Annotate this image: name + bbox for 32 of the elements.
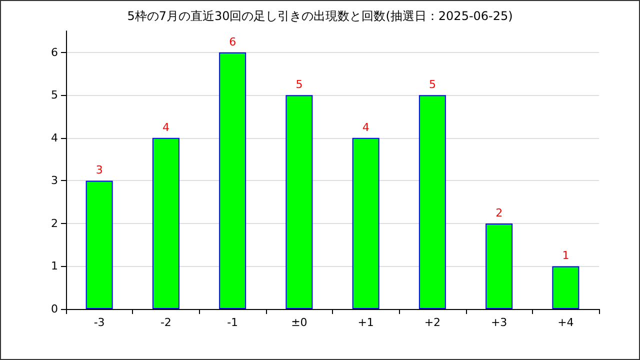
x-tick-label: -2 [160, 316, 172, 329]
y-tick-label: 5 [51, 88, 58, 102]
bar [219, 52, 246, 309]
x-tick-label: ±0 [291, 316, 308, 329]
x-tick-label: +2 [424, 316, 441, 329]
y-tick-label: 2 [51, 216, 58, 230]
y-tick-label: 1 [51, 260, 58, 273]
bar [418, 95, 446, 309]
data-label: 5 [428, 78, 436, 92]
chart-title: 5枠の7月の直近30回の足し引きの出現数と回数(抽選日：2025-06-25) [127, 9, 513, 23]
x-tick-label: +3 [490, 316, 508, 329]
y-tick-label: 4 [51, 131, 58, 144]
y-tick-label: 3 [51, 174, 58, 188]
data-label: 5 [296, 78, 303, 92]
y-tick-label: 6 [51, 46, 58, 59]
data-label: 6 [229, 35, 236, 48]
x-tick-label: +1 [358, 316, 374, 329]
bar [86, 180, 113, 309]
bar [152, 138, 180, 309]
bar [552, 266, 580, 309]
data-label: 1 [562, 249, 570, 262]
data-label: 4 [362, 120, 370, 134]
y-tick-label: 0 [51, 302, 58, 316]
x-tick-label: +4 [558, 316, 574, 329]
x-tick-label: -1 [227, 316, 238, 329]
data-label: 2 [496, 206, 503, 220]
bar [486, 223, 513, 309]
bar [286, 95, 313, 309]
x-tick-label: -3 [94, 316, 105, 329]
bar [352, 138, 380, 309]
data-label: 3 [96, 164, 103, 177]
data-label: 4 [162, 120, 170, 134]
